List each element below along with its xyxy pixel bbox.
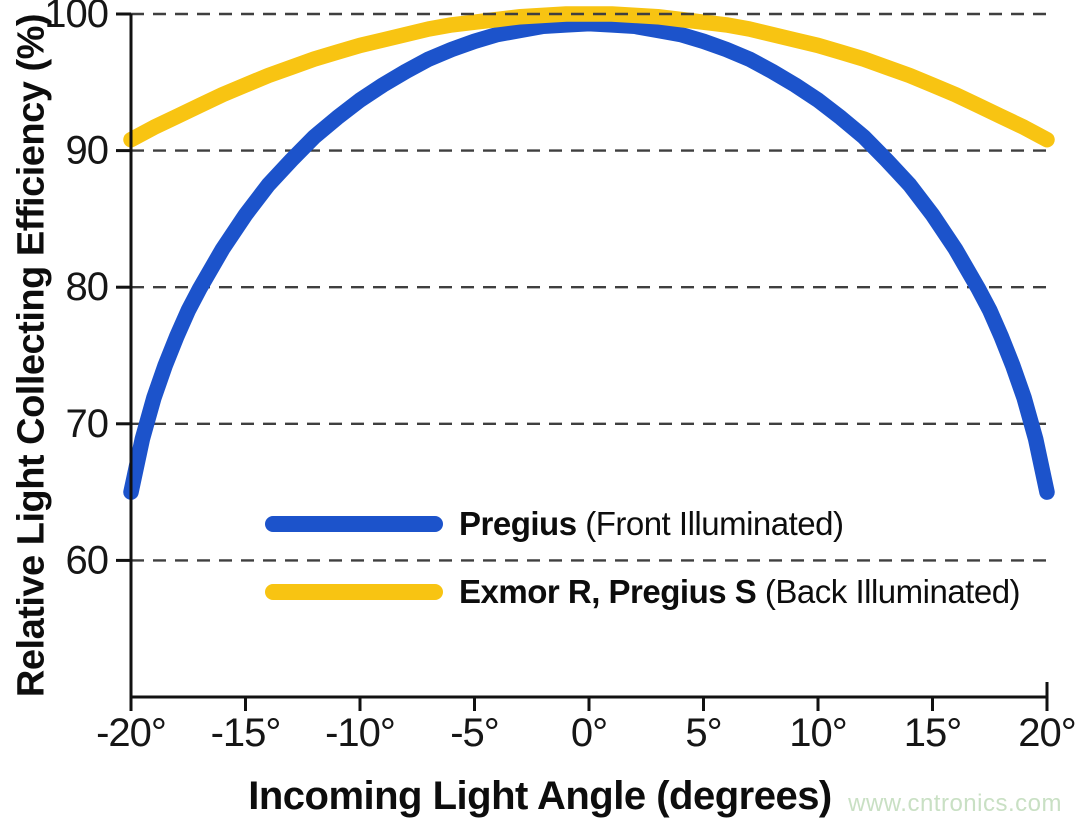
curves-layer [123,6,1055,500]
legend-label-pregius-name: Pregius [459,505,577,542]
curve-series-0 [123,15,1055,500]
curve-series-1 [123,6,1055,148]
x-tick-label--5: -5° [450,711,499,755]
legend-label-exmor-name: Exmor R, Pregius S [459,573,757,610]
legend-swatch-yellow [265,584,443,600]
x-tick-label-10: 10° [789,711,847,755]
legend-label-pregius: Pregius (Front Illuminated) [459,505,844,543]
y-axis-title: Relative Light Collecting Efficiency (%) [10,13,53,698]
y-tick-label-70: 70 [66,402,109,446]
legend-item-exmor: Exmor R, Pregius S (Back Illuminated) [265,573,1021,611]
x-tick-label-5: 5° [685,711,721,755]
legend-item-pregius: Pregius (Front Illuminated) [265,505,844,543]
ticks-layer [116,12,1049,711]
y-tick-label-60: 60 [66,538,109,582]
x-tick-label--10: -10° [325,711,395,755]
legend-label-pregius-note: (Front Illuminated) [576,505,844,542]
x-axis-title: Incoming Light Angle (degrees) [248,774,832,818]
y-tick-label-80: 80 [66,265,109,309]
y-tick-label-100: 100 [44,0,108,36]
tick-labels-layer: 100 90 80 70 60 -20° -15° -10° -5° 0° 5° 10° 15° 20° [44,0,1077,755]
x-tick-label--20: -20° [96,711,166,755]
x-tick-label-20: 20° [1018,711,1076,755]
legend-label-exmor-note: (Back Illuminated) [756,573,1021,610]
legend-swatch-blue [265,516,443,532]
y-tick-label-90: 90 [66,129,109,173]
x-tick-label--15: -15° [211,711,281,755]
watermark-text: www.cntronics.com [848,790,1062,817]
x-tick-label-15: 15° [904,711,962,755]
x-tick-label-0: 0° [571,711,607,755]
legend-label-exmor: Exmor R, Pregius S (Back Illuminated) [459,573,1021,611]
gridlines-layer [131,149,1052,562]
